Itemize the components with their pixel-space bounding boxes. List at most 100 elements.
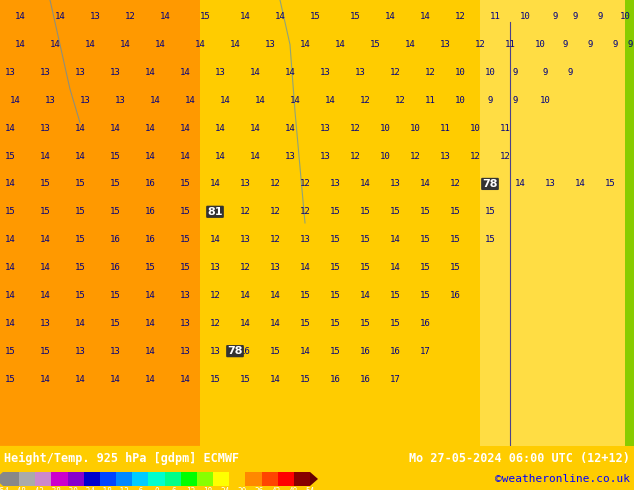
Text: 15: 15 xyxy=(359,319,370,328)
Text: 13: 13 xyxy=(210,263,221,272)
Text: 14: 14 xyxy=(269,374,280,384)
Text: 10: 10 xyxy=(619,12,630,21)
Text: 15: 15 xyxy=(4,346,15,356)
Text: 9: 9 xyxy=(612,40,618,49)
Text: 14: 14 xyxy=(275,12,285,21)
Text: 15: 15 xyxy=(4,151,15,161)
Text: 42: 42 xyxy=(271,487,280,490)
Bar xyxy=(19,472,36,486)
Text: 12: 12 xyxy=(240,207,250,216)
Bar xyxy=(294,472,310,486)
Text: 14: 14 xyxy=(184,96,195,105)
Text: 13: 13 xyxy=(39,319,50,328)
Text: 15: 15 xyxy=(210,207,221,216)
Text: 13: 13 xyxy=(439,40,450,49)
Text: 14: 14 xyxy=(75,319,86,328)
Text: 13: 13 xyxy=(115,96,126,105)
Bar xyxy=(68,472,84,486)
Text: 12: 12 xyxy=(450,179,460,189)
Text: 14: 14 xyxy=(325,96,335,105)
Text: 12: 12 xyxy=(269,179,280,189)
Text: 10: 10 xyxy=(380,151,391,161)
Text: 16: 16 xyxy=(450,291,460,300)
Text: 14: 14 xyxy=(290,96,301,105)
Text: 14: 14 xyxy=(255,96,266,105)
Text: 14: 14 xyxy=(359,179,370,189)
Text: 14: 14 xyxy=(285,123,295,133)
Text: 11: 11 xyxy=(425,96,436,105)
Text: 13: 13 xyxy=(269,263,280,272)
Text: 10: 10 xyxy=(380,123,391,133)
Text: 14: 14 xyxy=(179,151,190,161)
Text: 9: 9 xyxy=(587,40,593,49)
Text: 13: 13 xyxy=(44,96,55,105)
Text: ©weatheronline.co.uk: ©weatheronline.co.uk xyxy=(495,474,630,484)
Text: 15: 15 xyxy=(240,374,250,384)
Text: 11: 11 xyxy=(439,123,450,133)
Text: 9: 9 xyxy=(627,40,633,49)
Text: 18: 18 xyxy=(203,487,212,490)
Text: 16: 16 xyxy=(359,374,370,384)
Text: 14: 14 xyxy=(10,96,20,105)
Text: 14: 14 xyxy=(250,68,261,77)
Text: 13: 13 xyxy=(210,346,221,356)
Text: 16: 16 xyxy=(145,179,155,189)
Text: 15: 15 xyxy=(484,207,495,216)
Text: 14: 14 xyxy=(179,374,190,384)
Text: 12: 12 xyxy=(359,96,370,105)
Text: 15: 15 xyxy=(110,291,120,300)
Text: -48: -48 xyxy=(13,487,27,490)
Text: 14: 14 xyxy=(145,151,155,161)
Text: 14: 14 xyxy=(359,291,370,300)
Text: 24: 24 xyxy=(220,487,230,490)
Text: 10: 10 xyxy=(410,123,420,133)
Text: 16: 16 xyxy=(240,346,250,356)
Text: -30: -30 xyxy=(64,487,78,490)
Text: 14: 14 xyxy=(4,291,15,300)
Text: 12: 12 xyxy=(410,151,420,161)
Text: 12: 12 xyxy=(475,40,486,49)
Text: 15: 15 xyxy=(330,235,340,244)
Text: 14: 14 xyxy=(75,123,86,133)
Text: 10: 10 xyxy=(484,68,495,77)
Text: 14: 14 xyxy=(110,374,120,384)
Text: 15: 15 xyxy=(330,346,340,356)
Text: -18: -18 xyxy=(98,487,112,490)
Text: 15: 15 xyxy=(330,291,340,300)
Text: 14: 14 xyxy=(250,151,261,161)
Text: 16: 16 xyxy=(110,263,120,272)
Text: 13: 13 xyxy=(320,151,330,161)
Text: 13: 13 xyxy=(179,319,190,328)
Polygon shape xyxy=(0,0,220,446)
Text: 12: 12 xyxy=(269,235,280,244)
Text: 16: 16 xyxy=(110,235,120,244)
Bar xyxy=(133,472,148,486)
Text: 13: 13 xyxy=(110,346,120,356)
Text: -12: -12 xyxy=(115,487,129,490)
Bar xyxy=(36,472,51,486)
Bar xyxy=(230,472,245,486)
Text: 13: 13 xyxy=(75,68,86,77)
Text: 14: 14 xyxy=(150,96,160,105)
Text: 11: 11 xyxy=(500,123,510,133)
Text: 16: 16 xyxy=(390,346,401,356)
Text: 15: 15 xyxy=(359,235,370,244)
Text: 12: 12 xyxy=(394,96,405,105)
Text: 15: 15 xyxy=(330,263,340,272)
Text: 10: 10 xyxy=(455,96,465,105)
Text: 9: 9 xyxy=(573,12,578,21)
Text: 14: 14 xyxy=(39,291,50,300)
Bar xyxy=(148,472,165,486)
Text: 15: 15 xyxy=(269,346,280,356)
Text: 13: 13 xyxy=(484,179,495,189)
Text: 15: 15 xyxy=(75,263,86,272)
Polygon shape xyxy=(0,472,3,486)
Text: 15: 15 xyxy=(200,12,210,21)
Text: 14: 14 xyxy=(240,12,250,21)
Text: 14: 14 xyxy=(269,291,280,300)
Text: 14: 14 xyxy=(250,123,261,133)
Text: 15: 15 xyxy=(110,207,120,216)
Text: 48: 48 xyxy=(288,487,297,490)
Text: 14: 14 xyxy=(240,291,250,300)
Text: 15: 15 xyxy=(309,12,320,21)
